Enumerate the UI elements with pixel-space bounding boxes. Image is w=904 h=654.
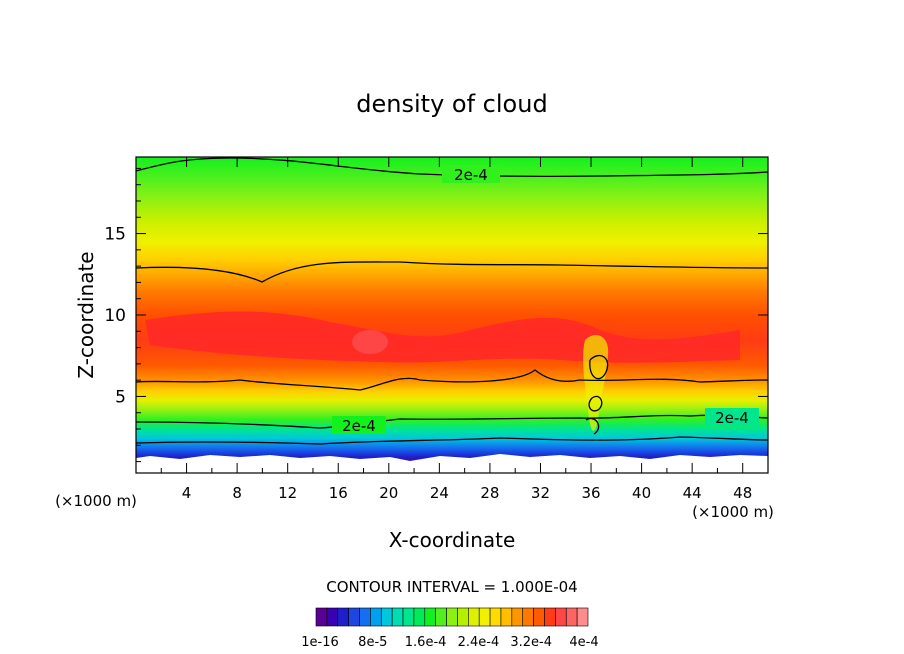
contour-line-lower	[136, 414, 768, 429]
colorbar-swatch	[413, 607, 426, 627]
colorbar-swatch	[370, 607, 382, 627]
contour-lines	[136, 157, 768, 445]
label-bg-1	[442, 165, 500, 183]
x-tick-label: 8	[232, 484, 242, 502]
x-axis-label: X-coordinate	[389, 528, 516, 552]
contour-eddy	[585, 355, 609, 435]
x-tick-label: 4	[182, 484, 192, 502]
x-tick-label: 48	[733, 484, 752, 502]
colorbar-swatch	[478, 607, 491, 627]
contour-label-lower: 2e-4	[342, 417, 376, 435]
cloud-base-edge	[136, 454, 768, 473]
x-tick-label: 24	[430, 484, 449, 502]
y-tick-label: 5	[115, 387, 126, 407]
x-tick-label: 44	[683, 484, 702, 502]
colorbar-swatch	[565, 607, 578, 627]
colorbar-label: 3.2e-4	[510, 635, 552, 650]
colorbar-swatch	[337, 607, 349, 627]
x-axis: 4 8 12 16 20 24 28 32 36 40 44 48	[160, 157, 769, 502]
contour-line-base	[136, 436, 768, 445]
colorbar-swatch	[544, 607, 556, 627]
colorbar-swatch	[402, 607, 415, 627]
max-density-spot	[352, 330, 388, 354]
colorbar-swatch	[522, 607, 534, 627]
colorbar-label: 4e-4	[569, 635, 598, 650]
x-tick-label: 12	[278, 484, 297, 502]
contour-label-top: 2e-4	[454, 166, 488, 184]
x-tick-label: 36	[581, 484, 600, 502]
colorbar-swatch	[424, 607, 436, 627]
label-bg-3	[705, 408, 759, 426]
colorbar-swatch	[435, 607, 447, 627]
colorbar-swatch	[576, 607, 589, 627]
x-tick-label: 16	[329, 484, 348, 502]
colorbar-swatch	[446, 607, 458, 627]
colorbar-swatch	[500, 607, 513, 627]
colorbar-swatch	[555, 607, 567, 627]
chart-title: density of cloud	[356, 90, 547, 118]
colorbar	[315, 607, 589, 627]
plot-area	[136, 157, 768, 473]
colorbar-label: 1e-16	[301, 635, 339, 650]
colorbar-label: 8e-5	[358, 635, 387, 650]
x-unit-left: (×1000 m)	[55, 492, 137, 510]
colorbar-swatch	[348, 607, 360, 627]
colorbar-swatch	[533, 607, 545, 627]
colorbar-swatch	[511, 607, 524, 627]
colorbar-label: 1.6e-4	[405, 635, 447, 650]
colorbar-label: 2.4e-4	[458, 635, 500, 650]
colorbar-swatch	[380, 607, 393, 627]
contour-label-right: 2e-4	[715, 409, 749, 427]
colorbar-swatch	[359, 607, 371, 627]
colorbar-labels: 1e-16 8e-5 1.6e-4 2.4e-4 3.2e-4 4e-4	[301, 635, 598, 650]
x-tick-label: 40	[632, 484, 651, 502]
colorbar-swatch	[468, 607, 480, 627]
y-tick-label: 10	[104, 306, 126, 326]
y-axis-label: Z-coordinate	[74, 251, 98, 378]
colorbar-swatch	[326, 607, 339, 627]
colorbar-swatch	[391, 607, 404, 627]
colorbar-swatch	[489, 607, 502, 627]
x-unit-right: (×1000 m)	[692, 503, 774, 521]
contour-line-middle	[136, 369, 768, 391]
contour-line-top	[136, 157, 768, 178]
label-bg-2	[332, 416, 386, 434]
colorbar-swatch	[457, 607, 469, 627]
colorbar-swatch	[315, 607, 328, 627]
x-tick-label: 20	[379, 484, 398, 502]
x-tick-label: 28	[480, 484, 499, 502]
contour-interval: CONTOUR INTERVAL = 1.000E-04	[326, 578, 577, 596]
x-tick-label: 32	[531, 484, 550, 502]
contour-line-upper	[136, 261, 768, 283]
y-axis: 5 10 15	[104, 167, 768, 463]
y-tick-label: 15	[104, 225, 126, 245]
